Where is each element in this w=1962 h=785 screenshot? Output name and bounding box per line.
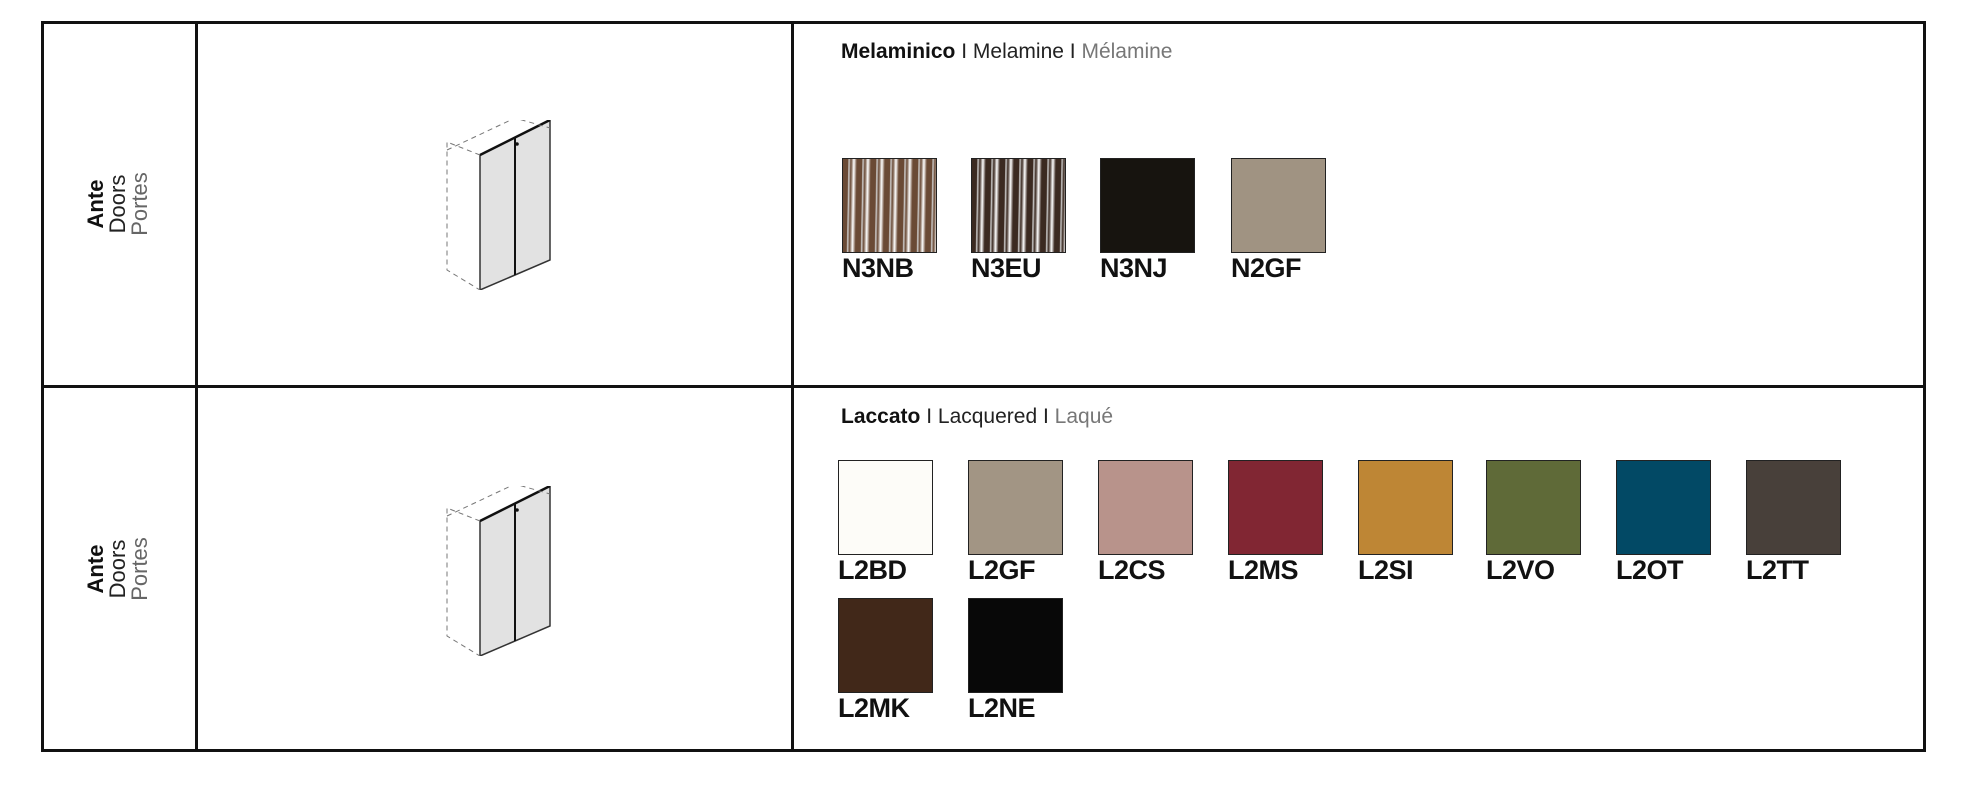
swatch-n3nj: N3NJ [1100,158,1195,282]
column-divider-2 [791,21,794,752]
swatch-color [842,158,937,253]
finish-heading-melamine: Melaminico I Melamine I Mélamine [841,40,1173,64]
heading-separator: I [920,405,938,428]
swatch-code: N3NJ [1100,253,1168,283]
heading-english: Lacquered [937,405,1038,428]
swatch-n3nb: N3NB [842,158,937,282]
heading-separator: I [955,40,973,63]
swatch-l2vo: L2VO [1486,460,1581,584]
swatch-code: L2CS [1098,555,1166,585]
swatch-code: L2MS [1228,555,1299,585]
heading-french: Mélamine [1081,40,1173,63]
cabinet-doors-illustration [446,486,551,656]
swatch-code: L2OT [1616,555,1684,585]
swatch-color [1746,460,1841,555]
heading-english: Melamine [972,40,1064,63]
column-divider-1 [195,21,198,752]
swatch-code: L2SI [1358,555,1414,585]
swatch-code: N3EU [971,253,1042,283]
swatch-code: N3NB [842,253,914,283]
finish-heading-lacquered: Laccato I Lacquered I Laqué [841,405,1113,429]
swatch-l2ot: L2OT [1616,460,1711,584]
swatch-color [1231,158,1326,253]
swatch-color [968,460,1063,555]
swatch-color [838,598,933,693]
swatch-color [1228,460,1323,555]
swatch-n2gf: N2GF [1231,158,1326,282]
label-italian: Ante [83,544,108,594]
swatch-code: L2VO [1486,555,1555,585]
label-french: Portes [127,172,152,236]
swatch-color [1616,460,1711,555]
cabinet-doors-illustration [446,120,551,290]
swatch-color [1486,460,1581,555]
swatch-code: L2MK [838,693,910,723]
swatch-l2bd: L2BD [838,460,933,584]
row-divider [41,385,1926,388]
swatch-l2ms: L2MS [1228,460,1323,584]
label-english: Doors [105,174,130,234]
swatch-l2cs: L2CS [1098,460,1193,584]
swatch-l2mk: L2MK [838,598,933,722]
label-french: Portes [127,537,152,601]
heading-separator: I [1037,405,1055,428]
swatch-code: L2GF [968,555,1036,585]
swatch-code: L2NE [968,693,1036,723]
swatch-color [971,158,1066,253]
heading-italian: Melaminico [841,40,956,63]
swatch-code: N2GF [1231,253,1302,283]
heading-french: Laqué [1054,405,1114,428]
swatch-color [1358,460,1453,555]
swatch-color [1098,460,1193,555]
swatch-l2gf: L2GF [968,460,1063,584]
swatch-code: L2BD [838,555,907,585]
heading-italian: Laccato [841,405,921,428]
swatch-color [838,460,933,555]
swatch-color [968,598,1063,693]
swatch-l2tt: L2TT [1746,460,1841,584]
label-english: Doors [105,539,130,599]
heading-separator: I [1063,40,1082,63]
swatch-l2ne: L2NE [968,598,1063,722]
swatch-n3eu: N3EU [971,158,1066,282]
label-italian: Ante [83,179,108,229]
swatch-color [1100,158,1195,253]
swatch-code: L2TT [1746,555,1809,585]
swatch-l2si: L2SI [1358,460,1453,584]
